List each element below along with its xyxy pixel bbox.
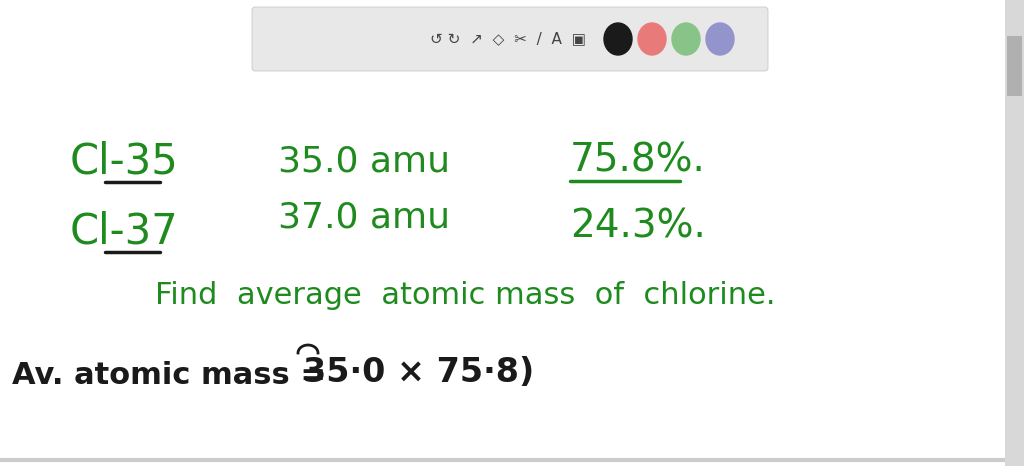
Bar [1005,0,1024,466]
Text: ↺ ↻  ↗  ◇  ✂  /  A  ▣: ↺ ↻ ↗ ◇ ✂ / A ▣ [430,32,586,47]
Text: Av. atomic mass =: Av. atomic mass = [12,362,326,391]
Ellipse shape [706,23,734,55]
Bar [1007,36,1022,96]
FancyBboxPatch shape [252,7,768,71]
Text: 37.0 amu: 37.0 amu [278,201,450,235]
Text: 24.3%.: 24.3%. [570,207,706,245]
Text: Cl-35: Cl-35 [70,140,179,182]
Text: Find  average  atomic mass  of  chlorine.: Find average atomic mass of chlorine. [155,281,775,310]
Ellipse shape [604,23,632,55]
Ellipse shape [672,23,700,55]
Text: 35.0 amu: 35.0 amu [278,144,450,178]
Text: 35·0 × 75·8): 35·0 × 75·8) [303,356,535,390]
Ellipse shape [638,23,666,55]
Text: 75.8%.: 75.8%. [570,142,706,180]
Text: Cl-37: Cl-37 [70,210,178,252]
